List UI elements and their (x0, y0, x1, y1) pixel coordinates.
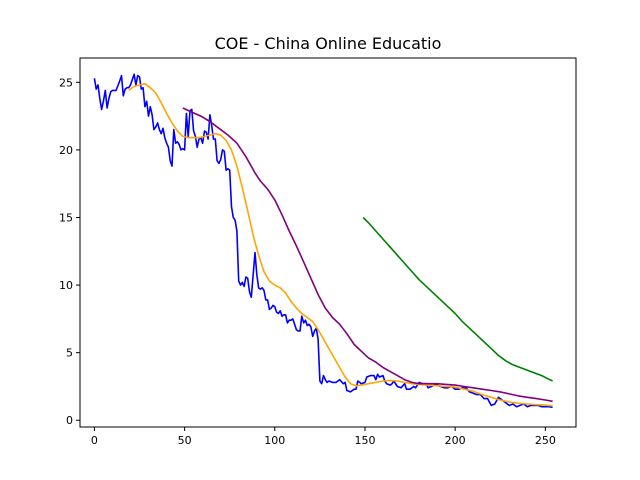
series-line-2 (182, 107, 553, 403)
y-tick-label: 15 (59, 211, 73, 224)
x-tick-label: 0 (91, 434, 98, 447)
x-tick-label: 50 (178, 434, 192, 447)
axis-ticks: 0 50 100 150 200 250 0 5 10 15 20 25 (59, 76, 556, 447)
series-line-1 (128, 82, 553, 407)
y-tick-label: 25 (59, 76, 73, 89)
chart-title: COE - China Online Educatio (215, 34, 442, 53)
plot-frame (79, 57, 577, 428)
x-tick-label: 150 (354, 434, 375, 447)
y-tick-label: 5 (66, 347, 73, 360)
y-tick-label: 20 (59, 144, 73, 157)
y-tick-label: 0 (66, 414, 73, 427)
plot-lines (93, 73, 553, 409)
y-tick-label: 10 (59, 279, 73, 292)
x-tick-label: 100 (264, 434, 285, 447)
x-tick-label: 250 (535, 434, 556, 447)
series-line-3 (362, 216, 553, 382)
x-tick-label: 200 (445, 434, 466, 447)
